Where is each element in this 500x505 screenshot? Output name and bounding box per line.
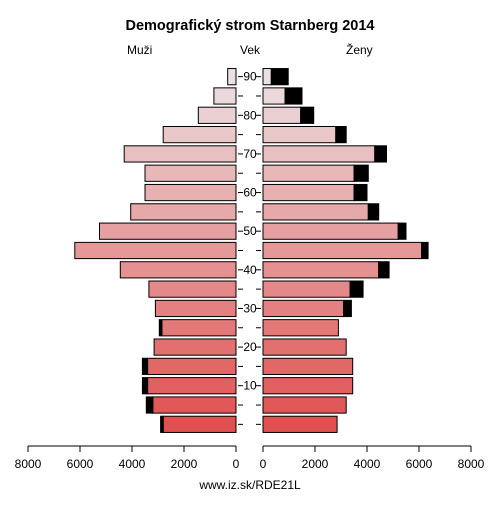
age-tick-label: 70 [243, 147, 257, 161]
male-x-tick-label: 6000 [67, 457, 94, 471]
male-bar [148, 280, 237, 298]
female-x-tick-label: 4000 [354, 457, 381, 471]
age-tick-label: 90 [243, 70, 257, 84]
female-bar [262, 396, 347, 414]
female-bar [262, 338, 347, 356]
male-bar [147, 357, 237, 376]
female-bar [262, 68, 272, 86]
female-bar [262, 125, 337, 144]
age-label: Vek [240, 43, 261, 57]
female-surplus-bar [343, 299, 352, 318]
male-bar [144, 164, 237, 182]
female-bar [262, 106, 302, 124]
female-bar [262, 261, 380, 279]
male-x-tick-label: 0 [233, 457, 240, 471]
bars-layer [74, 68, 429, 433]
male-bar [147, 377, 237, 395]
male-bar [130, 203, 237, 221]
male-bar [123, 145, 237, 163]
female-surplus-bar [353, 164, 369, 182]
female-surplus-bar [335, 125, 347, 144]
male-bar [154, 299, 237, 318]
female-x-tick-label: 6000 [406, 457, 433, 471]
chart-title: Demografický strom Starnberg 2014 [125, 18, 374, 34]
female-bar [262, 299, 345, 318]
male-bar [197, 106, 237, 124]
female-bar [262, 415, 338, 433]
female-surplus-bar [397, 222, 407, 240]
female-surplus-bar [349, 280, 364, 298]
male-surplus-bar [141, 377, 149, 395]
male-bar [152, 396, 237, 414]
female-bar [262, 164, 355, 182]
age-tick-label: 30 [243, 301, 257, 315]
female-bar [262, 145, 376, 163]
male-bar [144, 183, 237, 202]
axes-layer: 8000 6000 4000 2000 0 0 2000 4000 6000 8000 10 20 30… [15, 70, 485, 471]
female-surplus-bar [374, 145, 387, 163]
female-surplus-bar [353, 183, 368, 202]
age-tick-label: 50 [243, 224, 257, 238]
female-surplus-bar [270, 68, 289, 86]
age-tick-label: 10 [243, 379, 257, 393]
female-surplus-bar [378, 261, 390, 279]
female-bar [262, 319, 339, 337]
male-surplus-bar [141, 357, 149, 376]
female-surplus-bar [421, 241, 429, 260]
female-surplus-bar [284, 87, 303, 105]
female-bar [262, 87, 286, 105]
male-bar [227, 68, 237, 86]
male-surplus-bar [160, 415, 164, 433]
male-bar [161, 319, 237, 337]
female-surplus-bar [300, 106, 315, 124]
age-tick-label: 60 [243, 186, 257, 200]
male-bar [162, 125, 237, 144]
female-surplus-bar [367, 203, 380, 221]
age-tick-label: 40 [243, 263, 257, 277]
male-bar [119, 261, 237, 279]
male-surplus-bar [145, 396, 154, 414]
female-bar [262, 377, 354, 395]
male-bar [162, 415, 237, 433]
age-tick-label: 20 [243, 340, 257, 354]
male-x-tick-label: 4000 [119, 457, 146, 471]
male-x-tick-label: 2000 [171, 457, 198, 471]
female-bar [262, 357, 354, 376]
male-bar [74, 241, 237, 260]
male-label: Muži [127, 43, 152, 57]
female-bar [262, 241, 423, 260]
age-tick-label: 80 [243, 108, 257, 122]
male-bar [213, 87, 237, 105]
female-x-tick-label: 8000 [458, 457, 485, 471]
source-url: www.iz.sk/RDE21L [198, 478, 301, 492]
female-bar [262, 183, 355, 202]
male-x-tick-label: 8000 [15, 457, 42, 471]
male-surplus-bar [158, 319, 163, 337]
male-bar [99, 222, 237, 240]
female-x-tick-label: 2000 [302, 457, 329, 471]
female-bar [262, 222, 399, 240]
male-bar [153, 338, 237, 356]
female-x-tick-label: 0 [260, 457, 267, 471]
female-label: Ženy [346, 42, 373, 57]
female-bar [262, 203, 369, 221]
female-bar [262, 280, 351, 298]
